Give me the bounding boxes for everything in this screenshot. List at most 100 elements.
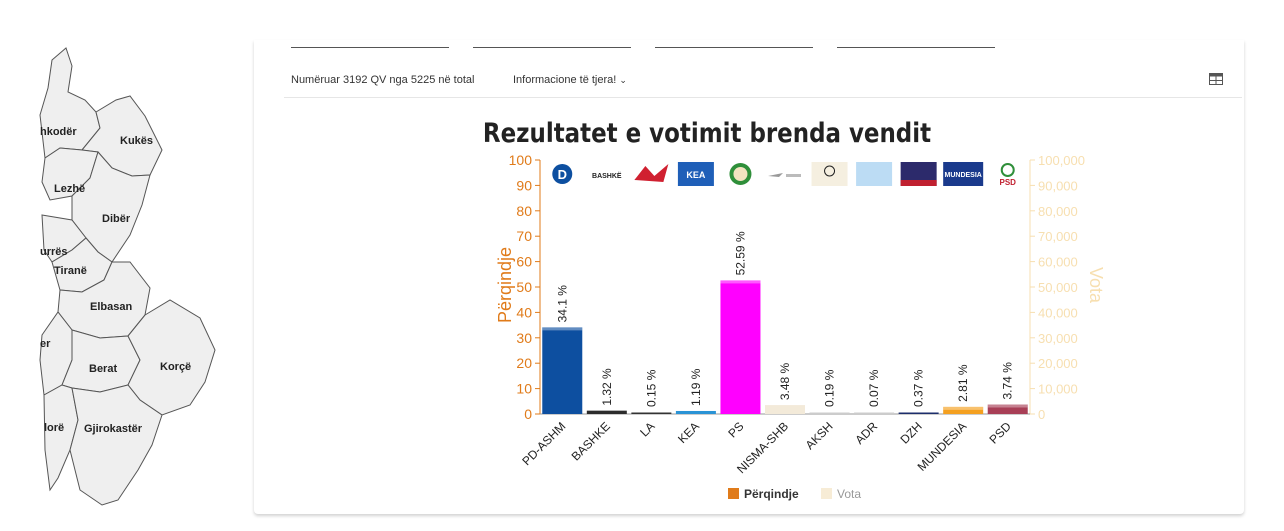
- bar-highlight: [943, 406, 984, 410]
- data-label: 34.1 %: [555, 285, 569, 323]
- map-region-berat[interactable]: [61, 329, 141, 393]
- logo-aksh-icon: [824, 165, 836, 177]
- y-tick-label: 10: [516, 381, 532, 397]
- bar-highlight: [542, 327, 583, 331]
- data-label: 0.37 %: [912, 369, 926, 407]
- bar-kea[interactable]: [675, 410, 716, 414]
- logo-psd-text: PSD: [1000, 178, 1017, 187]
- y-axis-label: Përqindje: [495, 247, 515, 323]
- logo-nisma-bar: [786, 174, 801, 177]
- x-tick-label: PS: [725, 419, 746, 440]
- y-tick-label: 60: [516, 254, 532, 270]
- x-tick-label: AKSH: [803, 419, 836, 452]
- chart-title: Rezultatet e votimit brenda vendit: [483, 117, 931, 148]
- y2-tick-label: 10,000: [1038, 382, 1078, 397]
- map-label-tirane: Tiranë: [54, 265, 87, 277]
- y2-tick-label: 80,000: [1038, 204, 1078, 219]
- x-tick-label: KEA: [675, 419, 702, 446]
- map-region-gjirokaster[interactable]: [69, 384, 163, 506]
- y2-tick-label: 20,000: [1038, 356, 1078, 371]
- y-tick-label: 20: [516, 355, 532, 371]
- chevron-down-icon: ⌄: [619, 75, 627, 85]
- table-icon[interactable]: [1209, 73, 1223, 85]
- y2-tick-label: 50,000: [1038, 280, 1078, 295]
- bar-pd-ashm[interactable]: [542, 327, 583, 414]
- logo-nisma-icon: [768, 173, 783, 177]
- logo-bashke: BASHKË: [592, 172, 622, 180]
- map-label-lezhe: Lezhë: [54, 183, 85, 195]
- logo-mundesia-box: [943, 162, 984, 186]
- y-tick-label: 70: [516, 228, 532, 244]
- y2-tick-label: 60,000: [1038, 255, 1078, 270]
- map-label-elbasan: Elbasan: [90, 301, 132, 313]
- x-tick-label: PD-ASHM: [519, 419, 568, 468]
- map-label-shkoder: hkodër: [40, 126, 77, 138]
- header-line-4: [837, 47, 995, 48]
- logo-psd-icon: [1000, 163, 1015, 177]
- header-line-3: [655, 47, 813, 48]
- more-info-dropdown[interactable]: Informacione të tjera! ⌄: [513, 74, 627, 86]
- map-label-diber: Dibër: [102, 213, 131, 225]
- logo-dzh-stripe: [900, 180, 937, 186]
- legend-swatch-vota[interactable]: [821, 488, 832, 499]
- map-label-vlore: lorë: [44, 422, 64, 434]
- bar-mundesia[interactable]: [943, 406, 984, 414]
- y-tick-label: 90: [516, 177, 532, 193]
- map-label-kukes: Kukës: [120, 135, 153, 147]
- data-label: 1.32 %: [600, 368, 614, 406]
- map-label-fier: er: [40, 338, 51, 350]
- data-label: 3.74 %: [1001, 362, 1015, 400]
- map-label-berat: Berat: [89, 363, 117, 375]
- results-card: Numëruar 3192 QV nga 5225 në total Infor…: [254, 40, 1244, 514]
- logo-kea-box: [677, 162, 714, 186]
- logo-mundesia-text: MUNDESIA: [945, 172, 982, 179]
- y2-tick-label: 0: [1038, 407, 1045, 422]
- bar-adr[interactable]: [854, 412, 895, 415]
- bar-psd[interactable]: [987, 404, 1028, 414]
- data-label: 52.59 %: [733, 231, 747, 275]
- more-info-label: Informacione të tjera!: [513, 74, 617, 86]
- data-label: 0.19 %: [823, 369, 837, 407]
- logo-kea-text: KEA: [686, 170, 706, 180]
- map-region-korce[interactable]: [127, 299, 216, 416]
- vota-bar-nisma-shb[interactable]: [765, 405, 805, 414]
- bar-la[interactable]: [631, 412, 672, 415]
- y2-tick-label: 70,000: [1038, 229, 1078, 244]
- data-label: 0.15 %: [644, 369, 658, 407]
- header-separator: [284, 97, 1242, 98]
- header-line-2: [473, 47, 631, 48]
- y2-tick-label: 40,000: [1038, 305, 1078, 320]
- y-tick-label: 0: [524, 406, 532, 422]
- logo-pd-letter: D: [558, 167, 567, 182]
- y2-axis-label: Vota: [1086, 267, 1106, 304]
- y2-tick-label: 100,000: [1038, 153, 1085, 168]
- y-tick-label: 40: [516, 304, 532, 320]
- y-tick-label: 50: [516, 279, 532, 295]
- data-label: 2.81 %: [956, 364, 970, 402]
- results-chart: 0 10 20 30 40 50 60 70 80 90 100 0 10,000 20,000 30,0…: [483, 117, 1106, 501]
- counted-stations-text: Numëruar 3192 QV nga 5225 në total: [291, 74, 475, 86]
- data-label: 1.19 %: [689, 368, 703, 406]
- y-tick-label: 30: [516, 330, 532, 346]
- chart-legend: Përqindje Vota: [728, 487, 861, 501]
- legend-swatch-perqindje[interactable]: [728, 488, 739, 499]
- logo-la-icon: [634, 164, 669, 182]
- x-tick-label: DZH: [897, 419, 924, 446]
- x-tick-label: ADR: [852, 419, 880, 447]
- bar-ps[interactable]: [720, 280, 761, 414]
- map-label-korce: Korçë: [160, 361, 191, 373]
- x-tick-label: PSD: [986, 419, 1014, 447]
- data-label: 3.48 %: [778, 362, 792, 400]
- data-label: 0.07 %: [867, 369, 881, 407]
- logo-ps-inner: [733, 167, 748, 181]
- y-tick-label: 80: [516, 203, 532, 219]
- logo-adr-box: [856, 162, 893, 186]
- map-label-durres: urrës: [40, 246, 68, 258]
- legend-label-perqindje[interactable]: Përqindje: [744, 487, 799, 501]
- albania-map[interactable]: hkodër Kukës Lezhë Dibër urrës Tiranë El…: [0, 0, 240, 531]
- map-label-gjirokaster: Gjirokastër: [84, 423, 143, 435]
- bar-dzh[interactable]: [898, 412, 939, 415]
- bar-aksh[interactable]: [809, 412, 850, 415]
- legend-label-vota[interactable]: Vota: [837, 487, 861, 501]
- bar-bashke[interactable]: [586, 410, 627, 414]
